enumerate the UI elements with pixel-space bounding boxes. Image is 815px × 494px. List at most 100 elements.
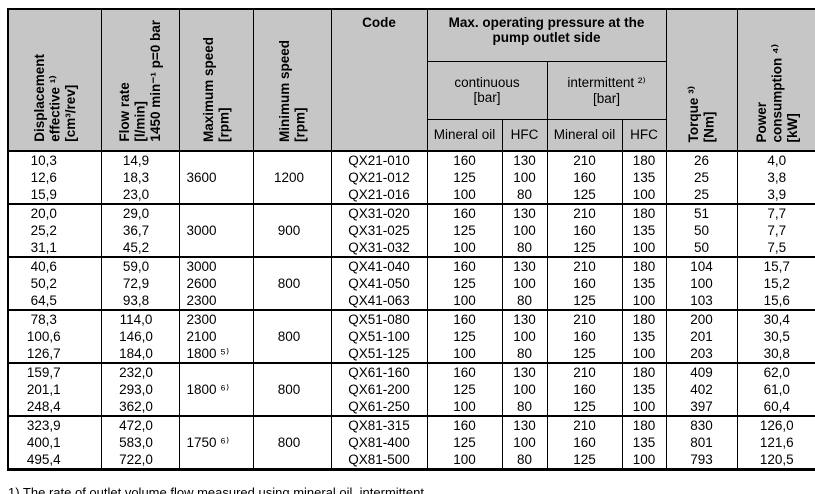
cell-flow-rate: 114,0	[100, 309, 179, 328]
cell-torque: 830	[665, 415, 737, 434]
cell-max-speed: 1750 ⁶⁾	[178, 415, 253, 470]
cell-code: QX21-010	[330, 150, 427, 169]
table-row: 159,7 232,0 1800 ⁶⁾ 800 QX61-160 160 130 210 180…	[7, 362, 815, 417]
cell-max-speed: 2600	[178, 274, 253, 293]
cell-min-speed: 800	[252, 415, 331, 470]
cell-displacement: 31,1	[7, 239, 101, 258]
cell-displacement: 40,6	[7, 256, 101, 275]
cell-flow-rate: 45,2	[100, 239, 179, 258]
cell-displacement: 248,4	[7, 398, 101, 417]
cell-pressure-intermittent-hfc: 100	[621, 345, 666, 364]
table-header: Displacement effective ¹⁾ [cm³/rev] Flow…	[7, 9, 815, 151]
cell-min-speed: 800	[252, 256, 331, 311]
table-row: 40,6 59,0 3000 800 QX41-040 160 130 210 180 104 15…	[7, 256, 815, 311]
cell-pressure-intermittent-hfc: 180	[621, 256, 666, 275]
header-continuous-mineral-oil: Mineral oil	[426, 118, 502, 151]
cell-torque: 801	[665, 434, 737, 452]
cell-pressure-continuous-mineral-oil: 125	[426, 274, 502, 293]
cell-code: QX41-063	[330, 292, 427, 311]
header-displacement: Displacement effective ¹⁾ [cm³/rev]	[7, 9, 101, 151]
cell-pressure-intermittent-mineral-oil: 160	[546, 221, 622, 240]
cell-power: 126,0	[736, 415, 815, 434]
cell-torque: 50	[665, 239, 737, 258]
header-torque: Torque ³⁾ [Nm]	[665, 9, 737, 151]
cell-pressure-continuous-hfc: 80	[501, 345, 547, 364]
cell-pressure-intermittent-mineral-oil: 210	[546, 150, 622, 169]
cell-flow-rate: 232,0	[100, 362, 179, 381]
cell-pressure-intermittent-hfc: 100	[621, 239, 666, 258]
cell-flow-rate: 23,0	[100, 186, 179, 205]
cell-displacement: 50,2	[7, 274, 101, 293]
cell-torque: 25	[665, 168, 737, 187]
cell-pressure-intermittent-hfc: 135	[621, 434, 666, 452]
cell-displacement: 15,9	[7, 186, 101, 205]
cell-max-speed: 3000	[178, 203, 253, 258]
cell-flow-rate: 29,0	[100, 203, 179, 222]
cell-flow-rate: 146,0	[100, 327, 179, 346]
header-intermittent: intermittent ²⁾ [bar]	[546, 60, 666, 119]
cell-pressure-continuous-hfc: 80	[501, 186, 547, 205]
cell-displacement: 10,3	[7, 150, 101, 169]
cell-torque: 100	[665, 274, 737, 293]
cell-max-speed: 3000	[178, 256, 253, 275]
cell-pressure-continuous-mineral-oil: 160	[426, 150, 502, 169]
cell-pressure-continuous-hfc: 80	[501, 292, 547, 311]
cell-displacement: 323,9	[7, 415, 101, 434]
cell-max-speed: 1800 ⁵⁾	[178, 345, 253, 364]
cell-torque: 203	[665, 345, 737, 364]
cell-code: QX81-500	[330, 451, 427, 470]
cell-torque: 201	[665, 327, 737, 346]
table-row: 201,1 293,0 QX61-200 125 100 160 135 402 61,0	[7, 380, 815, 399]
cell-power: 30,4	[736, 309, 815, 328]
cell-flow-rate: 72,9	[100, 274, 179, 293]
cell-pressure-continuous-hfc: 100	[501, 380, 547, 399]
cell-code: QX41-050	[330, 274, 427, 293]
cell-pressure-intermittent-mineral-oil: 210	[546, 415, 622, 434]
cell-flow-rate: 184,0	[100, 345, 179, 364]
cell-pressure-continuous-mineral-oil: 125	[426, 434, 502, 452]
header-max-speed-label: Maximum speed [rpm]	[200, 36, 231, 142]
cell-pressure-intermittent-mineral-oil: 160	[546, 168, 622, 187]
cell-pressure-continuous-hfc: 130	[501, 309, 547, 328]
cell-power: 60,4	[736, 398, 815, 417]
table-row: 495,4 722,0 QX81-500 100 80 125 100 793 120,5	[7, 451, 815, 470]
cell-max-speed: 3600	[178, 149, 253, 205]
cell-min-speed: 900	[252, 203, 331, 258]
cell-pressure-continuous-mineral-oil: 160	[426, 415, 502, 434]
pump-data-table: Displacement effective ¹⁾ [cm³/rev] Flow…	[7, 8, 815, 471]
cell-torque: 200	[665, 309, 737, 328]
cell-pressure-intermittent-mineral-oil: 210	[546, 256, 622, 275]
cell-pressure-intermittent-mineral-oil: 125	[546, 292, 622, 311]
cell-pressure-continuous-hfc: 100	[501, 274, 547, 293]
cell-max-speed: 2300	[178, 292, 253, 311]
header-flow-rate-label: Flow rate [l/min] 1450 min⁻¹ p=0 bar	[116, 20, 163, 142]
cell-flow-rate: 293,0	[100, 380, 179, 399]
header-continuous: continuous [bar]	[426, 60, 547, 119]
cell-flow-rate: 18,3	[100, 168, 179, 187]
cell-pressure-intermittent-mineral-oil: 210	[546, 203, 622, 222]
table-row: 12,6 18,3 QX21-012 125 100 160 135 25 3,8	[7, 168, 815, 187]
cell-pressure-continuous-mineral-oil: 100	[426, 398, 502, 417]
cell-pressure-intermittent-hfc: 180	[621, 415, 666, 434]
cell-power: 7,7	[736, 203, 815, 222]
cell-displacement: 400,1	[7, 434, 101, 452]
header-torque-label: Torque ³⁾ [Nm]	[686, 85, 717, 142]
cell-code: QX51-080	[330, 309, 427, 328]
table-row: 31,1 45,2 QX31-032 100 80 125 100 50 7,5	[7, 239, 815, 258]
cell-pressure-continuous-mineral-oil: 100	[426, 451, 502, 470]
cell-power: 62,0	[736, 362, 815, 381]
cell-displacement: 25,2	[7, 221, 101, 240]
cell-pressure-continuous-hfc: 100	[501, 221, 547, 240]
header-displacement-label: Displacement effective ¹⁾ [cm³/rev]	[31, 54, 78, 142]
cell-displacement: 495,4	[7, 451, 101, 470]
footnote-clipped: 1) The rate of outlet volume flow measur…	[8, 486, 424, 494]
header-power-label: Power consumption ⁴⁾ [kW]	[753, 43, 800, 143]
table-row: 10,3 14,9 3600 1200 QX21-010 160 130 210 180 26 4,…	[7, 149, 815, 205]
cell-displacement: 201,1	[7, 380, 101, 399]
cell-power: 61,0	[736, 380, 815, 399]
table-row: 15,9 23,0 QX21-016 100 80 125 100 25 3,9	[7, 186, 815, 205]
table-row: 50,2 72,9 2600 QX41-050 125 100 160 135 100 15,2	[7, 274, 815, 293]
cell-pressure-intermittent-mineral-oil: 125	[546, 398, 622, 417]
cell-code: QX61-200	[330, 380, 427, 399]
